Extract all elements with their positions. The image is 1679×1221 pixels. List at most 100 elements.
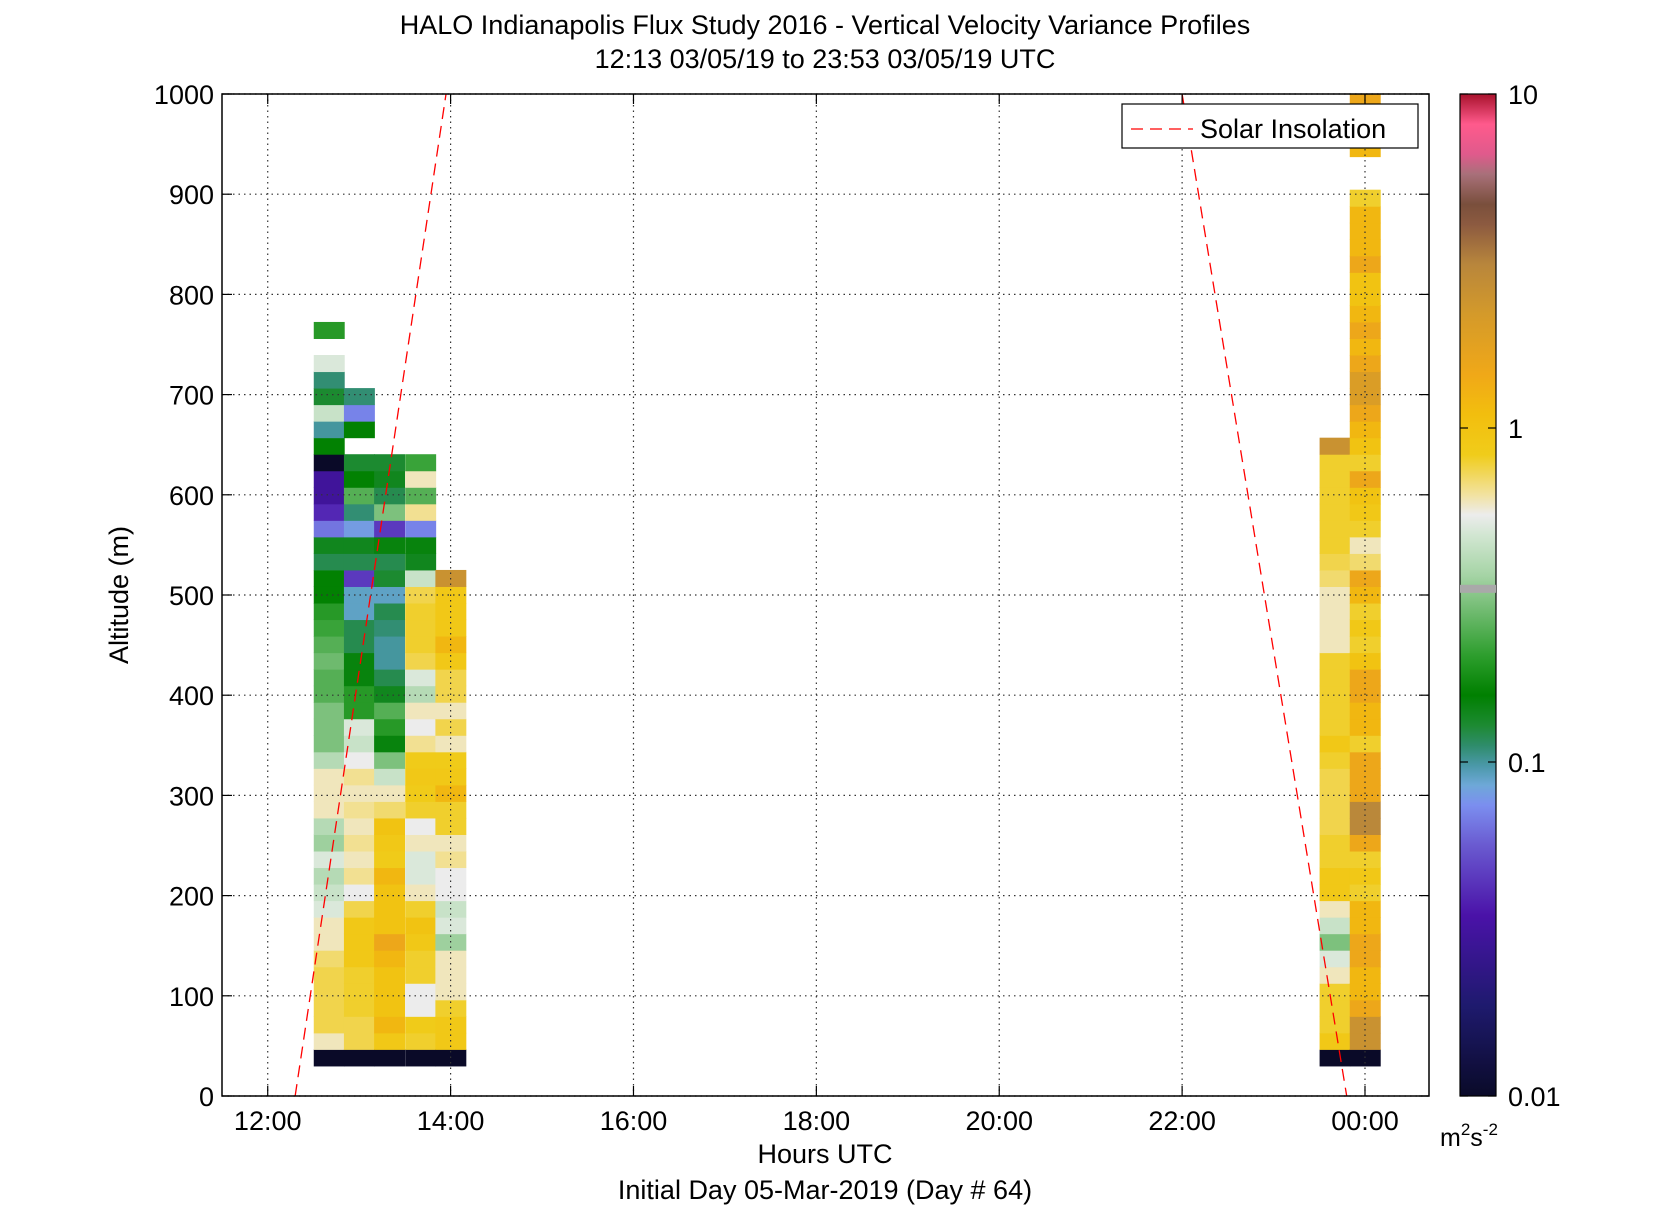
heatmap-cell: [343, 851, 375, 869]
heatmap-cell: [313, 834, 345, 852]
heatmap-cell: [1319, 503, 1351, 521]
x-axis-label: Hours UTC: [757, 1139, 892, 1169]
heatmap-cell: [313, 1016, 345, 1034]
chart-title: HALO Indianapolis Flux Study 2016 - Vert…: [400, 10, 1250, 40]
y-tick-label: 600: [169, 481, 214, 511]
heatmap-cell: [374, 536, 406, 554]
heatmap-cell: [405, 603, 437, 621]
heatmap-cell: [405, 470, 437, 488]
heatmap-cell: [405, 503, 437, 521]
heatmap-cell: [1349, 222, 1381, 240]
heatmap-cell: [405, 685, 437, 703]
heatmap-cell: [1319, 999, 1351, 1017]
heatmap-cell: [1319, 1049, 1351, 1067]
heatmap-cell: [313, 569, 345, 587]
colorbar-units-base: m: [1440, 1124, 1461, 1152]
heatmap-cell: [374, 933, 406, 951]
heatmap-cell: [343, 503, 375, 521]
heatmap-cell: [343, 685, 375, 703]
legend-label: Solar Insolation: [1200, 114, 1386, 144]
heatmap-cell: [343, 487, 375, 505]
x-tick-label: 22:00: [1148, 1106, 1216, 1136]
colorbar-units-mid: s: [1470, 1124, 1483, 1152]
heatmap-cell: [343, 817, 375, 835]
heatmap-cell: [405, 702, 437, 720]
heatmap-cell: [374, 503, 406, 521]
heatmap-cell: [1319, 817, 1351, 835]
heatmap-cell: [1319, 536, 1351, 554]
heatmap-cell: [343, 669, 375, 687]
colorbar-tick-label: 10: [1508, 80, 1538, 110]
heatmap-cell: [343, 569, 375, 587]
chart-subtitle: 12:13 03/05/19 to 23:53 03/05/19 UTC: [595, 44, 1056, 74]
heatmap-cell: [405, 536, 437, 554]
heatmap-cell: [1319, 437, 1351, 455]
heatmap-cell: [343, 454, 375, 472]
heatmap-cell: [405, 1016, 437, 1034]
heatmap-cell: [405, 851, 437, 869]
heatmap-cell: [405, 652, 437, 670]
heatmap-cell: [343, 536, 375, 554]
heatmap-cell: [1319, 652, 1351, 670]
heatmap-cell: [313, 437, 345, 455]
heatmap-cell: [313, 851, 345, 869]
heatmap-cell: [313, 1032, 345, 1050]
x-tick-label: 12:00: [234, 1106, 302, 1136]
heatmap-cell: [405, 520, 437, 538]
heatmap-cell: [1350, 57, 1381, 74]
heatmap-cell: [313, 751, 345, 769]
heatmap-cell: [1319, 454, 1351, 472]
heatmap-cell: [405, 735, 437, 753]
heatmap-cell: [405, 569, 437, 587]
heatmap-cell: [374, 586, 406, 604]
heatmap-cell: [313, 652, 345, 670]
heatmap-cell: [343, 603, 375, 621]
heatmap-cell: [313, 917, 345, 935]
heatmap-cell: [343, 933, 375, 951]
heatmap-cell: [313, 784, 345, 802]
heatmap-cell: [405, 784, 437, 802]
colorbar: 0.01 0.1 1 10 m2s-2: [1440, 80, 1561, 1152]
heatmap-cell: [343, 619, 375, 637]
heatmap-cell: [374, 487, 406, 505]
heatmap-cell: [313, 454, 345, 472]
heatmap-cell: [343, 718, 375, 736]
heatmap-cell: [313, 669, 345, 687]
heatmap-cell: [313, 768, 345, 786]
heatmap-cell: [313, 404, 345, 422]
solar-insolation-lines: [294, 94, 1348, 1096]
heatmap-cell: [374, 685, 406, 703]
heatmap-cell: [1319, 669, 1351, 687]
heatmap-cell: [405, 487, 437, 505]
heatmap-cell: [374, 768, 406, 786]
heatmap-cell: [374, 966, 406, 984]
heatmap-cell: [1349, 272, 1381, 290]
heatmap-cell: [343, 884, 375, 902]
heatmap-cell: [313, 685, 345, 703]
heatmap-cell: [1319, 636, 1351, 654]
y-tick-label: 0: [199, 1082, 214, 1112]
heatmap-cell: [313, 735, 345, 753]
y-tick-label: 900: [169, 180, 214, 210]
heatmap-cell: [374, 999, 406, 1017]
heatmap-cell: [343, 520, 375, 538]
heatmap-cell: [405, 751, 437, 769]
heatmap-cell: [343, 470, 375, 488]
x-tick-label: 00:00: [1331, 1106, 1399, 1136]
heatmap-cell: [313, 950, 345, 968]
heatmap-cell: [405, 933, 437, 951]
heatmap-cell: [343, 652, 375, 670]
heatmap-cell: [313, 636, 345, 654]
heatmap-cell: [374, 470, 406, 488]
heatmap-cell: [1319, 768, 1351, 786]
heatmap-cell: [1319, 603, 1351, 621]
heatmap-cell: [1319, 751, 1351, 769]
heatmap-cell: [374, 950, 406, 968]
heatmap-cell: [374, 735, 406, 753]
heatmap-cell: [343, 917, 375, 935]
y-tick-label: 300: [169, 781, 214, 811]
heatmap-cell: [1349, 255, 1381, 273]
y-tick-label: 500: [169, 581, 214, 611]
heatmap-cell: [313, 718, 345, 736]
